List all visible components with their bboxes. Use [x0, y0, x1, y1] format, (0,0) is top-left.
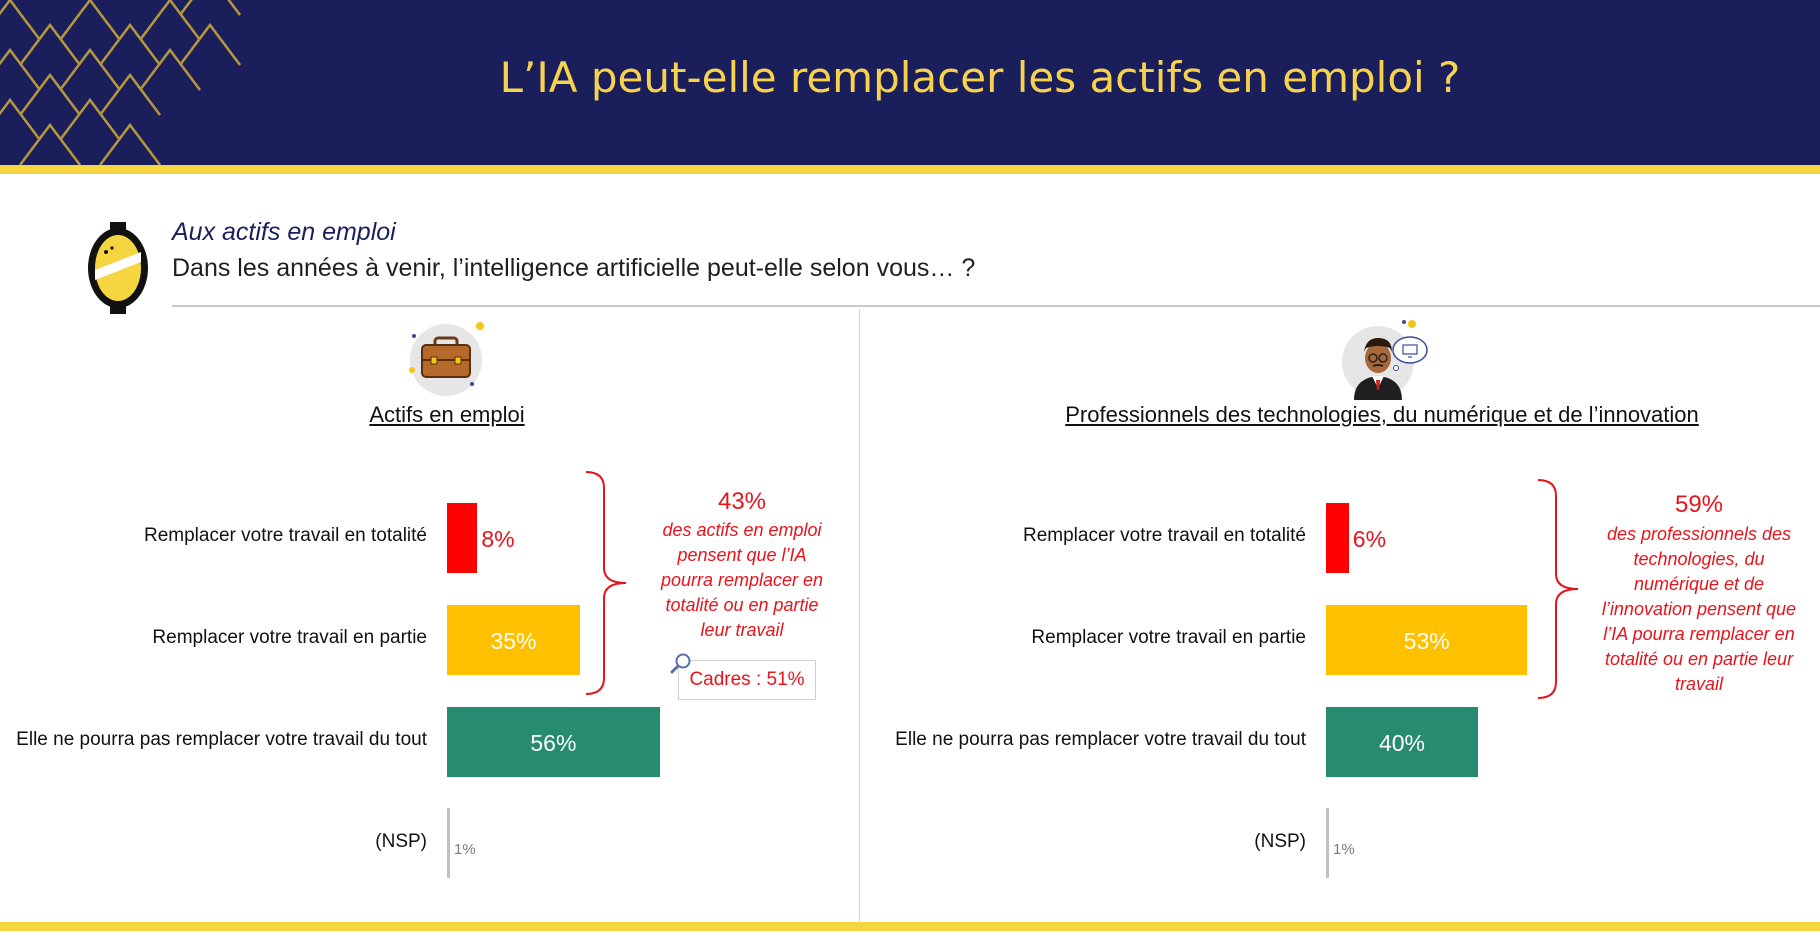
category-label: Remplacer votre travail en totalité	[143, 525, 427, 546]
briefcase-icon	[409, 322, 484, 396]
question-text: Dans les années à venir, l’intelligence …	[172, 254, 976, 282]
category-label: Remplacer votre travail en partie	[152, 627, 427, 648]
bar-partie	[1326, 605, 1528, 675]
panel-title-actifs: Actifs en emploi	[369, 402, 525, 427]
cadres-note: Cadres : 51%	[678, 660, 816, 700]
bar-nsp	[1326, 808, 1329, 878]
panel-title-professionnels: Professionnels des technologies, du numé…	[1065, 402, 1699, 427]
bar-value-label: 6%	[1352, 526, 1387, 552]
bar-value-label: 1%	[1333, 841, 1355, 858]
category-label: Elle ne pourra pas remplacer votre trava…	[16, 729, 427, 750]
category-label: (NSP)	[1254, 831, 1306, 852]
magnifier-icon	[670, 653, 691, 674]
bar-value-label: 35%	[490, 628, 537, 654]
bar-value-label: 1%	[454, 841, 476, 858]
bar-totalite	[1326, 503, 1349, 573]
callout-value: 43%	[717, 488, 767, 515]
bar-value-label: 8%	[481, 526, 515, 552]
callout-text: des professionnels des technologies, du …	[1601, 524, 1797, 694]
tech-professional-icon	[1342, 320, 1428, 400]
question-divider	[172, 305, 1820, 307]
chevron-pattern-icon	[0, 0, 241, 165]
category-label: Elle ne pourra pas remplacer votre trava…	[895, 729, 1306, 750]
bar-value-label: 40%	[1378, 730, 1426, 756]
bar-pas-du-tout	[1326, 707, 1478, 777]
callout-value: 59%	[1674, 491, 1724, 518]
question-audience: Aux actifs en emploi	[172, 218, 396, 246]
bar-value-label: 56%	[530, 730, 577, 756]
page-title: L’IA peut-elle remplacer les actifs en e…	[499, 53, 1461, 102]
lemon-logo-icon	[88, 222, 148, 314]
column-divider	[859, 309, 860, 922]
bar-pas-du-tout	[447, 707, 660, 777]
bar-value-label: 53%	[1403, 628, 1450, 654]
callout-brace	[585, 471, 627, 695]
category-label: (NSP)	[375, 831, 427, 852]
category-label: Remplacer votre travail en totalité	[1022, 525, 1306, 546]
header-rule	[0, 165, 1820, 174]
footer-rule	[0, 922, 1820, 931]
callout-text: des actifs en emploi pensent que l’IA po…	[660, 520, 824, 640]
bar-partie	[447, 605, 580, 675]
header-banner: L’IA peut-elle remplacer les actifs en e…	[0, 0, 1820, 165]
callout-brace	[1537, 479, 1579, 699]
bar-totalite	[447, 503, 478, 573]
bar-nsp	[447, 808, 450, 878]
category-label: Remplacer votre travail en partie	[1031, 627, 1306, 648]
